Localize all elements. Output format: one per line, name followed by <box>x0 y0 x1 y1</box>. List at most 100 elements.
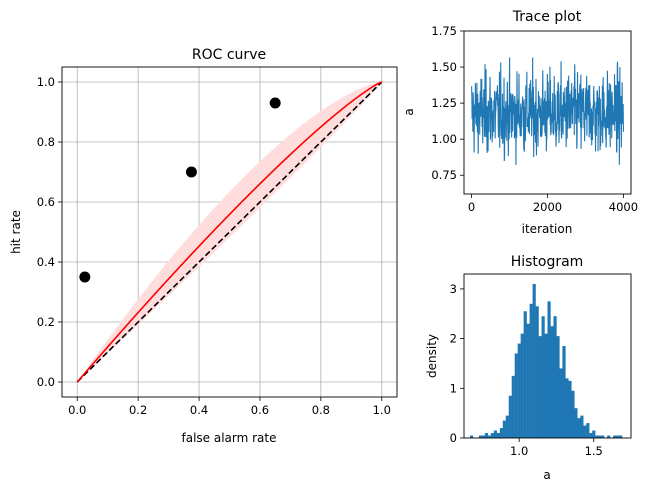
roc-x-tick-label: 0.8 <box>312 403 330 417</box>
trace-x-label: iteration <box>522 222 573 236</box>
histogram-bar <box>565 378 569 438</box>
histogram-bar <box>526 323 530 438</box>
histogram-x-ticks: 1.0 1.5 <box>510 438 603 458</box>
histogram-bar <box>562 346 566 438</box>
histogram-bar <box>523 311 527 438</box>
roc-panel: ROC curve 0.0 0.2 0.4 0.6 0.8 1.0 0.00.20.40.… <box>9 47 398 445</box>
histogram-bar <box>568 380 572 438</box>
roc-x-tick-label: 1.0 <box>373 403 391 417</box>
roc-y-tick-label: 0.6 <box>37 195 55 209</box>
trace-y-tick-label: 1.50 <box>431 60 457 74</box>
histogram-bar <box>478 435 483 438</box>
roc-y-tick-label: 0.8 <box>37 135 55 149</box>
histogram-bar <box>613 435 617 438</box>
histogram-bar <box>580 415 584 438</box>
roc-y-tick-label: 1.0 <box>37 75 55 89</box>
histogram-bar <box>601 435 605 438</box>
histogram-bars <box>469 283 623 438</box>
histogram-panel: Histogram 1.0 1.5 0 1 2 3 a density <box>425 254 632 482</box>
histogram-bar <box>532 283 536 438</box>
roc-observed-points <box>79 97 281 283</box>
histogram-bar <box>574 408 578 438</box>
histogram-bar <box>517 343 521 438</box>
roc-x-tick-label: 0.0 <box>68 403 86 417</box>
histogram-x-tick-label: 1.0 <box>510 444 528 458</box>
trace-x-tick-label: 2000 <box>533 200 562 214</box>
roc-y-tick-label: 0.4 <box>37 255 55 269</box>
roc-observed-point <box>79 271 91 283</box>
histogram-y-label: density <box>425 334 439 378</box>
roc-x-label: false alarm rate <box>181 431 276 445</box>
histogram-bar <box>529 303 533 438</box>
histogram-bar <box>502 420 506 438</box>
histogram-bar <box>598 435 602 438</box>
histogram-bar <box>586 423 590 438</box>
roc-fitted-curve <box>76 81 383 383</box>
trace-y-label: a <box>402 108 416 115</box>
roc-y-tick-label: 0.0 <box>37 375 55 389</box>
histogram-bar <box>589 433 593 438</box>
histogram-bar <box>607 435 611 438</box>
histogram-bar <box>535 306 539 438</box>
histogram-bar <box>481 435 486 438</box>
roc-observed-point <box>185 166 197 178</box>
histogram-frame <box>463 273 632 439</box>
trace-panel: Trace plot 0 2000 4000 0.75 1.00 1.25 1.50 1.7… <box>402 9 638 236</box>
trace-x-tick-label: 0 <box>468 200 475 214</box>
roc-y-label: hit rate <box>9 210 23 254</box>
roc-grid <box>62 67 397 397</box>
histogram-bar <box>571 390 575 438</box>
histogram-bar <box>583 425 587 438</box>
histogram-bar <box>553 316 557 438</box>
trace-x-ticks: 0 2000 4000 <box>468 194 638 214</box>
histogram-bar <box>514 353 518 438</box>
trace-y-tick-label: 1.00 <box>431 132 457 146</box>
histogram-bar <box>490 433 495 438</box>
roc-x-tick-label: 0.2 <box>129 403 147 417</box>
histogram-bar <box>508 395 512 438</box>
trace-y-tick-label: 1.25 <box>431 96 457 110</box>
trace-y-ticks: 0.75 1.00 1.25 1.50 1.75 <box>431 24 464 182</box>
histogram-y-tick-label: 3 <box>450 282 457 296</box>
trace-line <box>471 57 624 165</box>
roc-x-tick-label: 0.4 <box>190 403 208 417</box>
trace-y-tick-label: 0.75 <box>431 168 457 182</box>
roc-chance-line <box>76 81 383 383</box>
histogram-y-ticks: 0 1 2 3 <box>450 282 464 445</box>
roc-frame <box>61 66 398 398</box>
trace-x-tick-label: 4000 <box>609 200 638 214</box>
histogram-bar <box>544 333 548 438</box>
trace-title: Trace plot <box>512 9 582 25</box>
histogram-bar <box>541 316 545 438</box>
histogram-bar <box>499 428 503 438</box>
histogram-bar <box>547 301 551 438</box>
roc-x-ticks: 0.0 0.2 0.4 0.6 0.8 1.0 <box>68 397 391 417</box>
histogram-bar <box>538 336 542 438</box>
histogram-bar <box>520 333 524 438</box>
histogram-bar <box>484 433 489 438</box>
histogram-y-tick-label: 2 <box>450 332 457 346</box>
trace-y-tick-label: 1.75 <box>431 24 457 38</box>
roc-observed-point <box>269 97 281 109</box>
histogram-bar <box>511 375 515 438</box>
histogram-bar <box>559 368 563 438</box>
histogram-bar <box>496 433 500 438</box>
histogram-bar <box>505 415 509 438</box>
histogram-y-tick-label: 1 <box>450 381 457 395</box>
histogram-y-tick-label: 0 <box>450 431 457 445</box>
histogram-bar <box>577 418 581 438</box>
histogram-bar <box>616 435 620 438</box>
histogram-bar <box>550 326 554 438</box>
histogram-x-label: a <box>543 468 550 482</box>
roc-y-ticks: 0.0 0.2 0.4 0.6 0.8 1.0 <box>37 75 62 389</box>
histogram-title: Histogram <box>511 254 584 270</box>
roc-y-tick-label: 0.2 <box>37 315 55 329</box>
roc-x-tick-label: 0.6 <box>251 403 269 417</box>
histogram-bar <box>592 430 596 438</box>
histogram-bar <box>493 430 498 438</box>
roc-title: ROC curve <box>192 47 266 63</box>
histogram-x-tick-label: 1.5 <box>585 444 603 458</box>
histogram-bar <box>556 336 560 438</box>
histogram-bar <box>595 435 599 438</box>
